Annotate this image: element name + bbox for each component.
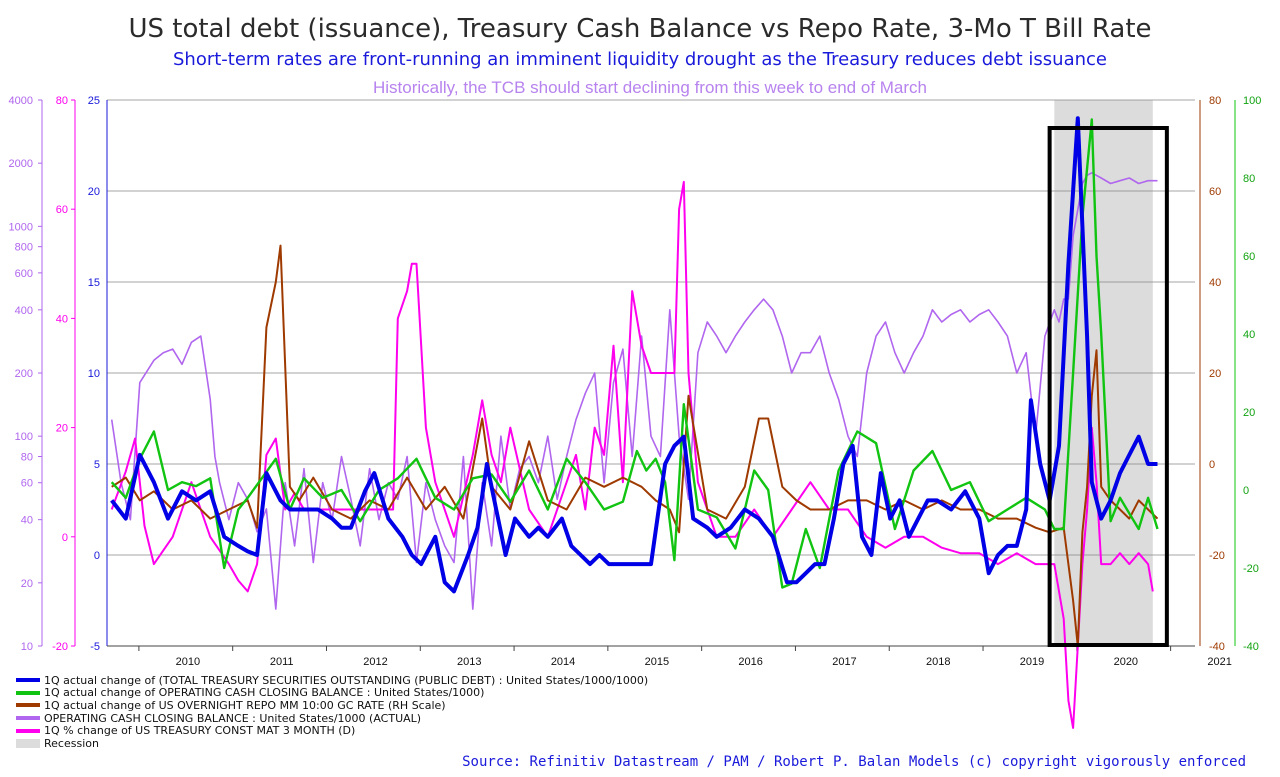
tick-label-left-purple: 2000: [9, 158, 33, 170]
tick-label-left-blue: -5: [90, 641, 100, 653]
tick-label-right-green: 20: [1243, 407, 1255, 419]
legend-item: 1Q % change of US TREASURY CONST MAT 3 M…: [16, 724, 648, 737]
tick-label-left-magenta: -20: [52, 641, 68, 653]
tick-label-right-green: 60: [1243, 251, 1255, 263]
tick-label-right-brown: -40: [1209, 641, 1225, 653]
tick-label-left-purple: 60: [21, 478, 33, 490]
tick-label-left-purple: 800: [15, 242, 33, 254]
chart-subtitle: Short-term rates are front-running an im…: [173, 49, 1107, 70]
tick-label-x: 2017: [832, 656, 856, 668]
tick-label-right-green: -40: [1243, 641, 1259, 653]
tick-label-x: 2011: [270, 656, 294, 668]
tick-label-left-purple: 4000: [9, 95, 33, 107]
legend-label: Recession: [44, 736, 99, 750]
tick-label-x: 2019: [1020, 656, 1044, 668]
tick-label-right-brown: 80: [1209, 95, 1221, 107]
tick-label-left-purple: 10: [21, 641, 33, 653]
legend-item: 1Q actual change of (TOTAL TREASURY SECU…: [16, 674, 648, 687]
tick-label-left-purple: 80: [21, 452, 33, 464]
series-line-left-log-purple: [110, 172, 1158, 610]
tick-label-left-magenta: 80: [56, 95, 68, 107]
tick-label-left-purple: 200: [15, 368, 33, 380]
legend-label: 1Q actual change of US OVERNIGHT REPO MM…: [44, 698, 446, 712]
tick-label-x: 2010: [176, 656, 200, 668]
tick-label-left-purple: 400: [15, 305, 33, 317]
tick-label-right-green: 40: [1243, 329, 1255, 341]
legend-swatch: [16, 703, 40, 708]
tick-label-right-brown: 20: [1209, 368, 1221, 380]
tick-label-left-magenta: 20: [56, 423, 68, 435]
tick-label-left-purple: 600: [15, 268, 33, 280]
series-line-left-blue: [110, 116, 1158, 594]
tick-label-x: 2021: [1207, 656, 1231, 668]
series-line-left-magenta: [110, 180, 1154, 729]
legend-item: OPERATING CASH CLOSING BALANCE : United …: [16, 712, 648, 725]
chart-note: Historically, the TCB should start decli…: [373, 78, 927, 97]
tick-label-x: 2018: [926, 656, 950, 668]
tick-label-x: 2012: [363, 656, 387, 668]
tick-label-left-blue: 10: [88, 368, 100, 380]
legend-swatch: [16, 678, 40, 683]
legend-label: 1Q % change of US TREASURY CONST MAT 3 M…: [44, 724, 356, 738]
series-line-right-green: [110, 118, 1159, 589]
tick-label-x: 2013: [457, 656, 481, 668]
legend: 1Q actual change of (TOTAL TREASURY SECU…: [16, 674, 648, 750]
highlight-box: [1047, 126, 1169, 647]
tick-label-right-brown: 60: [1209, 186, 1221, 198]
legend-item: 1Q actual change of US OVERNIGHT REPO MM…: [16, 699, 648, 712]
tick-label-right-brown: -20: [1209, 550, 1225, 562]
legend-swatch: [16, 728, 40, 733]
tick-label-left-blue: 25: [88, 95, 100, 107]
legend-label: 1Q actual change of (TOTAL TREASURY SECU…: [44, 673, 649, 687]
legend-swatch: [16, 716, 40, 721]
tick-label-left-purple: 1000: [9, 221, 33, 233]
tick-label-left-blue: 15: [88, 277, 100, 289]
tick-label-right-green: 100: [1243, 95, 1261, 107]
source-credit: Source: Refinitiv Datastream / PAM / Rob…: [462, 754, 1246, 770]
tick-label-left-purple: 20: [21, 578, 33, 590]
tick-label-left-magenta: 60: [56, 204, 68, 216]
tick-label-right-brown: 40: [1209, 277, 1221, 289]
legend-swatch: [16, 738, 40, 748]
tick-label-x: 2015: [645, 656, 669, 668]
tick-label-x: 2014: [551, 656, 575, 668]
tick-label-left-blue: 20: [88, 186, 100, 198]
tick-label-right-green: 0: [1243, 485, 1249, 497]
tick-label-left-magenta: 0: [62, 532, 68, 544]
series-line-right-brown: [111, 244, 1159, 647]
tick-label-left-magenta: 40: [56, 313, 68, 325]
tick-label-right-green: 80: [1243, 173, 1255, 185]
chart-title: US total debt (issuance), Treasury Cash …: [128, 14, 1152, 44]
legend-swatch: [16, 690, 40, 695]
tick-label-left-blue: 0: [94, 550, 100, 562]
legend-label: 1Q actual change of OPERATING CASH CLOSI…: [44, 686, 485, 700]
tick-label-right-green: -20: [1243, 563, 1259, 575]
tick-label-right-brown: 0: [1209, 459, 1215, 471]
legend-item: 1Q actual change of OPERATING CASH CLOSI…: [16, 686, 648, 700]
tick-label-x: 2020: [1114, 656, 1138, 668]
legend-label: OPERATING CASH CLOSING BALANCE : United …: [44, 711, 422, 725]
legend-item: Recession: [16, 737, 648, 750]
tick-label-left-purple: 40: [21, 515, 33, 527]
tick-label-x: 2016: [738, 656, 762, 668]
tick-label-left-blue: 5: [94, 459, 100, 471]
tick-label-left-purple: 100: [15, 431, 33, 443]
